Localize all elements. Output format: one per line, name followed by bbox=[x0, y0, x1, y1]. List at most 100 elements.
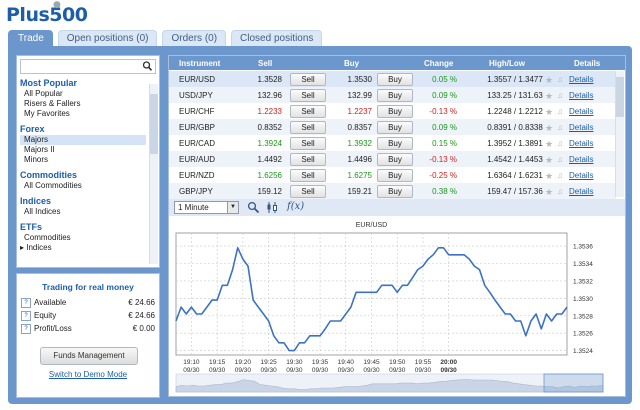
change-value: 0.05 % bbox=[432, 75, 457, 84]
details-link[interactable]: Details bbox=[569, 123, 594, 132]
switch-demo-mode-link[interactable]: Switch to Demo Mode bbox=[48, 370, 128, 379]
x-tick-time: 19:15 bbox=[209, 359, 226, 366]
account-row-available: ? Available € 24.66 bbox=[21, 297, 155, 308]
high-low-value: 159.47 / 157.36 bbox=[487, 187, 543, 196]
tab-closed-positions[interactable]: Closed positions bbox=[231, 30, 323, 47]
tab-orders-0[interactable]: Orders (0) bbox=[162, 30, 227, 47]
sell-button[interactable]: Sell bbox=[290, 185, 326, 198]
help-icon[interactable]: ? bbox=[21, 297, 31, 308]
price-chart: EUR/USD 19:10 09/30 19:15 09/30 19:20 09/30 19:… bbox=[168, 216, 626, 397]
interval-select[interactable]: 1 Minute ▼ bbox=[174, 201, 239, 214]
help-icon[interactable]: ? bbox=[21, 310, 31, 321]
table-row[interactable]: EUR/AUD 1.4492 Sell 1.4496 Buy -0.13 % 1.4542 … bbox=[169, 151, 616, 167]
table-row[interactable]: EUR/CAD 1.3924 Sell 1.3932 Buy 0.15 % 1.3952 /… bbox=[169, 135, 616, 151]
table-row[interactable]: EUR/CHF 1.2233 Sell 1.2237 Buy -0.13 % 1.2248 … bbox=[169, 103, 616, 119]
table-row[interactable]: EUR/GBP 0.8352 Sell 0.8357 Buy 0.09 % 0.8391 /… bbox=[169, 119, 616, 135]
details-link[interactable]: Details bbox=[569, 155, 594, 164]
sidebar-item-my-favorites[interactable]: My Favorites bbox=[24, 109, 70, 118]
details-link[interactable]: Details bbox=[569, 75, 594, 84]
buy-button[interactable]: Buy bbox=[377, 89, 413, 102]
table-row[interactable]: GBP/JPY 159.12 Sell 159.21 Buy 0.38 % 159.47 /… bbox=[169, 183, 616, 199]
x-tick-time: 19:25 bbox=[260, 359, 277, 366]
sell-button[interactable]: Sell bbox=[290, 153, 326, 166]
function-icon[interactable]: f(x) bbox=[287, 201, 305, 212]
category-forex: Forex bbox=[20, 124, 45, 134]
alert-bell-icon[interactable]: ♫ bbox=[557, 107, 563, 116]
sidebar-item-all-popular[interactable]: All Popular bbox=[24, 89, 63, 98]
star-icon[interactable]: ★ bbox=[545, 123, 554, 133]
sell-button[interactable]: Sell bbox=[290, 121, 326, 134]
sidebar-item-minors[interactable]: Minors bbox=[24, 155, 49, 164]
table-row[interactable]: EUR/NZD 1.6256 Sell 1.6275 Buy -0.25 % 1.6364 … bbox=[169, 167, 616, 183]
alert-bell-icon[interactable]: ♫ bbox=[557, 171, 563, 180]
sidebar-item-commodities[interactable]: Commodities bbox=[24, 233, 71, 242]
alert-bell-icon[interactable]: ♫ bbox=[557, 123, 563, 132]
buy-button[interactable]: Buy bbox=[377, 153, 413, 166]
sidebar-item-all-commodities[interactable]: All Commodities bbox=[24, 181, 82, 190]
sell-price: 159.12 bbox=[257, 187, 282, 196]
alert-bell-icon[interactable]: ♫ bbox=[557, 187, 563, 196]
buy-button[interactable]: Buy bbox=[377, 73, 413, 86]
star-icon[interactable]: ★ bbox=[545, 107, 554, 117]
sell-button[interactable]: Sell bbox=[290, 105, 326, 118]
sell-price: 1.4492 bbox=[257, 155, 282, 164]
star-icon[interactable]: ★ bbox=[545, 139, 554, 149]
details-link[interactable]: Details bbox=[569, 107, 594, 116]
search-icon[interactable] bbox=[142, 60, 153, 73]
details-link[interactable]: Details bbox=[569, 139, 594, 148]
star-icon[interactable]: ★ bbox=[545, 171, 554, 181]
details-link[interactable]: Details bbox=[569, 171, 594, 180]
dropdown-arrow-icon[interactable]: ▼ bbox=[227, 202, 238, 213]
x-tick-date: 09/30 bbox=[415, 367, 432, 374]
sidebar-item-label: Indices bbox=[26, 243, 52, 252]
sidebar-item-all-indices[interactable]: All Indices bbox=[24, 207, 61, 216]
buy-button[interactable]: Buy bbox=[377, 105, 413, 118]
instrument-table: Instrument Sell Buy Change High/Low Deta… bbox=[168, 55, 626, 201]
details-link[interactable]: Details bbox=[569, 187, 594, 196]
tab-trade[interactable]: Trade bbox=[8, 30, 53, 47]
sell-price: 132.96 bbox=[257, 91, 282, 100]
alert-bell-icon[interactable]: ♫ bbox=[557, 139, 563, 148]
x-tick-date: 09/30 bbox=[209, 367, 226, 374]
header-sell: Sell bbox=[258, 59, 273, 68]
alert-bell-icon[interactable]: ♫ bbox=[557, 91, 563, 100]
sell-button[interactable]: Sell bbox=[290, 89, 326, 102]
sidebar-item-majors[interactable]: Majors bbox=[20, 135, 146, 145]
sidebar-item-majors-ii[interactable]: Majors II bbox=[24, 145, 55, 154]
candlestick-icon[interactable] bbox=[266, 201, 279, 214]
table-row[interactable]: USD/JPY 132.96 Sell 132.99 Buy 0.09 % 133.25 /… bbox=[169, 87, 616, 103]
sidebar-item-indices[interactable]: ▸ Indices bbox=[20, 243, 146, 253]
buy-button[interactable]: Buy bbox=[377, 137, 413, 150]
funds-management-button[interactable]: Funds Management bbox=[40, 347, 138, 365]
sell-button[interactable]: Sell bbox=[290, 73, 326, 86]
sell-price: 1.3528 bbox=[257, 75, 282, 84]
star-icon[interactable]: ★ bbox=[545, 155, 554, 165]
buy-button[interactable]: Buy bbox=[377, 169, 413, 182]
sidebar-item-risers-fallers[interactable]: Risers & Fallers bbox=[24, 99, 81, 108]
zoom-icon[interactable] bbox=[247, 201, 260, 214]
overview-window-handle[interactable] bbox=[543, 373, 604, 393]
details-link[interactable]: Details bbox=[569, 91, 594, 100]
table-row[interactable]: EUR/USD 1.3528 Sell 1.3530 Buy 0.05 % 1.3557 /… bbox=[169, 71, 616, 87]
expand-arrow-icon[interactable]: ▸ bbox=[20, 243, 27, 252]
scrollbar-thumb[interactable] bbox=[150, 94, 158, 154]
account-label: Profit/Loss bbox=[34, 324, 72, 333]
table-scrollbar[interactable] bbox=[615, 71, 624, 197]
buy-price: 1.6275 bbox=[347, 171, 372, 180]
alert-bell-icon[interactable]: ♫ bbox=[557, 75, 563, 84]
tab-open-positions-0[interactable]: Open positions (0) bbox=[57, 30, 158, 47]
buy-price: 132.99 bbox=[347, 91, 372, 100]
buy-button[interactable]: Buy bbox=[377, 121, 413, 134]
help-icon[interactable]: ? bbox=[21, 323, 31, 334]
x-tick-time: 19:50 bbox=[389, 359, 406, 366]
buy-button[interactable]: Buy bbox=[377, 185, 413, 198]
table-scrollbar-thumb[interactable] bbox=[616, 77, 624, 117]
star-icon[interactable]: ★ bbox=[545, 75, 554, 85]
star-icon[interactable]: ★ bbox=[545, 91, 554, 101]
sell-button[interactable]: Sell bbox=[290, 169, 326, 182]
star-icon[interactable]: ★ bbox=[545, 187, 554, 197]
alert-bell-icon[interactable]: ♫ bbox=[557, 155, 563, 164]
instrument-search-input[interactable] bbox=[20, 59, 156, 74]
sell-button[interactable]: Sell bbox=[290, 137, 326, 150]
category-scrollbar[interactable] bbox=[149, 84, 158, 264]
